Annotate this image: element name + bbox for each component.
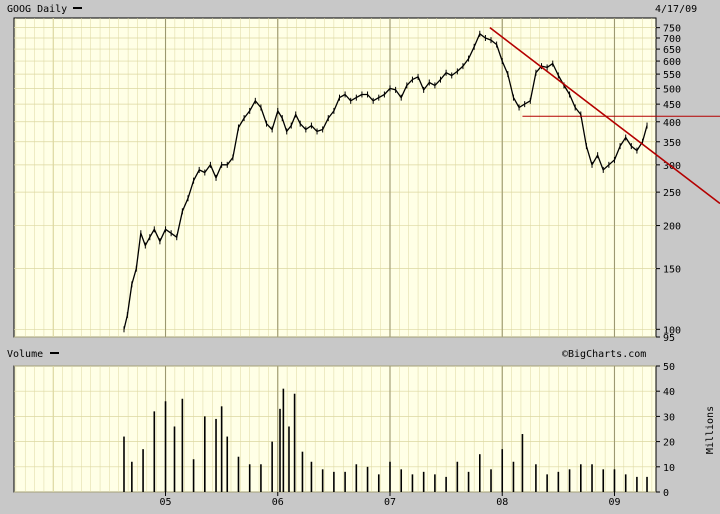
price-y-tick-label: 550 bbox=[663, 70, 681, 81]
price-y-tick-label: 150 bbox=[663, 265, 681, 276]
volume-y-tick-label: 30 bbox=[663, 412, 675, 423]
x-tick-label: 07 bbox=[384, 497, 396, 508]
x-tick-label: 05 bbox=[159, 497, 171, 508]
volume-plot-area bbox=[13, 365, 657, 493]
price-y-tick-label: 400 bbox=[663, 118, 681, 129]
symbol-label: GOOG Daily bbox=[7, 4, 67, 15]
volume-legend-swatch bbox=[50, 352, 59, 354]
price-y-tick-label: 100 bbox=[663, 325, 681, 336]
volume-y-tick-label: 10 bbox=[663, 463, 675, 474]
date-label: 4/17/09 bbox=[655, 4, 697, 15]
price-y-tick-label: 750 bbox=[663, 24, 681, 35]
volume-y-tick-label: 0 bbox=[663, 488, 669, 499]
price-plot-area bbox=[13, 17, 657, 338]
symbol-legend-swatch bbox=[73, 7, 82, 9]
x-tick-label: 06 bbox=[272, 497, 284, 508]
price-y-tick-label: 200 bbox=[663, 222, 681, 233]
x-tick-label: 09 bbox=[608, 497, 620, 508]
bigcharts-credit: ©BigCharts.com bbox=[562, 349, 646, 360]
x-tick-label: 08 bbox=[496, 497, 508, 508]
price-y-tick-label: 450 bbox=[663, 100, 681, 111]
volume-y-tick-label: 20 bbox=[663, 438, 675, 449]
price-y-tick-label: 250 bbox=[663, 188, 681, 199]
price-y-tick-label: 350 bbox=[663, 138, 681, 149]
volume-ylabel: Millions bbox=[705, 406, 716, 454]
volume-y-tick-label: 40 bbox=[663, 387, 675, 398]
price-y-tick-label: 500 bbox=[663, 84, 681, 95]
price-y-tick-label: 600 bbox=[663, 57, 681, 68]
price-y-tick-label: 95 bbox=[663, 333, 675, 344]
price-y-tick-label: 700 bbox=[663, 34, 681, 45]
price-y-tick-label: 650 bbox=[663, 45, 681, 56]
price-panel: 9510015020025030035040045050055060065070… bbox=[13, 17, 720, 344]
resistance-trendline bbox=[489, 27, 720, 205]
volume-y-tick-label: 50 bbox=[663, 362, 675, 373]
volume-label: Volume bbox=[7, 349, 43, 360]
volume-panel: 0 10 20 30 40 50 05 06 07 08 09 Millions bbox=[13, 362, 716, 508]
